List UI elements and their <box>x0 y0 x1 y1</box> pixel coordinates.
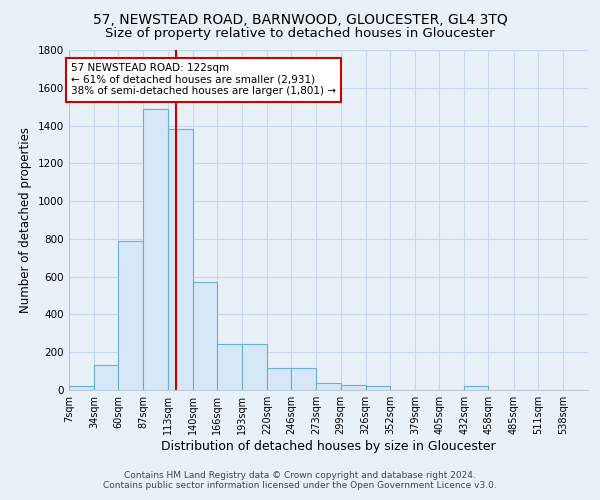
Bar <box>94 364 118 390</box>
Bar <box>118 241 143 390</box>
Text: 57, NEWSTEAD ROAD, BARNWOOD, GLOUCESTER, GL4 3TQ: 57, NEWSTEAD ROAD, BARNWOOD, GLOUCESTER,… <box>92 12 508 26</box>
X-axis label: Distribution of detached houses by size in Gloucester: Distribution of detached houses by size … <box>161 440 496 453</box>
Bar <box>291 368 316 390</box>
Bar <box>464 386 488 390</box>
Text: 57 NEWSTEAD ROAD: 122sqm
← 61% of detached houses are smaller (2,931)
38% of sem: 57 NEWSTEAD ROAD: 122sqm ← 61% of detach… <box>71 63 336 96</box>
Text: Size of property relative to detached houses in Gloucester: Size of property relative to detached ho… <box>105 28 495 40</box>
Y-axis label: Number of detached properties: Number of detached properties <box>19 127 32 313</box>
Text: Contains HM Land Registry data © Crown copyright and database right 2024.
Contai: Contains HM Land Registry data © Crown c… <box>103 470 497 490</box>
Bar <box>366 386 390 390</box>
Bar <box>193 282 217 390</box>
Bar <box>267 368 291 390</box>
Bar <box>341 386 366 390</box>
Bar <box>167 130 193 390</box>
Bar <box>242 344 267 390</box>
Bar <box>217 344 242 390</box>
Bar <box>69 386 94 390</box>
Bar <box>316 384 341 390</box>
Bar <box>143 108 167 390</box>
